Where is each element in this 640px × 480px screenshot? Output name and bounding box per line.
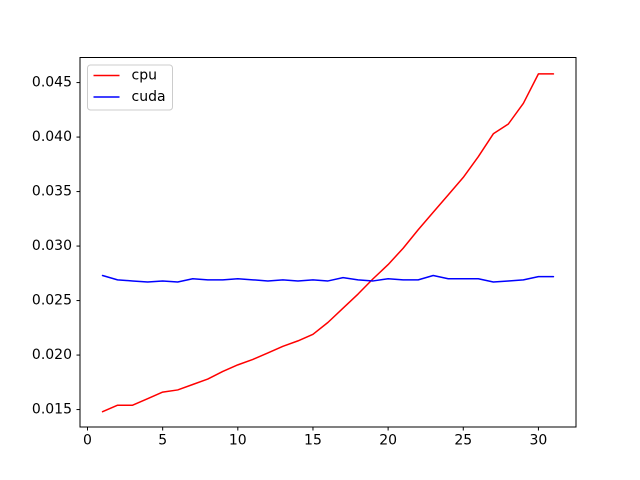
cpu-line bbox=[101, 73, 555, 413]
y-tick-label: 0.040 bbox=[32, 129, 72, 145]
y-tick-label: 0.015 bbox=[32, 402, 72, 418]
y-tick-label: 0.020 bbox=[32, 347, 72, 363]
x-tick-label: 30 bbox=[530, 433, 548, 449]
y-tick-label: 0.045 bbox=[32, 75, 72, 91]
x-tick-label: 25 bbox=[454, 433, 472, 449]
plot-area bbox=[80, 57, 576, 427]
x-tick-label: 20 bbox=[379, 433, 397, 449]
legend-cuda-label: cuda bbox=[132, 89, 166, 105]
x-tick-label: 10 bbox=[229, 433, 247, 449]
cuda-line bbox=[101, 274, 555, 283]
axes-frame bbox=[79, 57, 577, 428]
y-tick-label: 0.025 bbox=[32, 293, 72, 309]
x-tick-label: 0 bbox=[83, 433, 92, 449]
y-tick-label: 0.030 bbox=[32, 238, 72, 254]
legend-cpu-label: cpu bbox=[132, 68, 157, 84]
x-tick-label: 15 bbox=[304, 433, 322, 449]
x-tick-label: 5 bbox=[158, 433, 167, 449]
y-tick-label: 0.035 bbox=[32, 184, 72, 200]
